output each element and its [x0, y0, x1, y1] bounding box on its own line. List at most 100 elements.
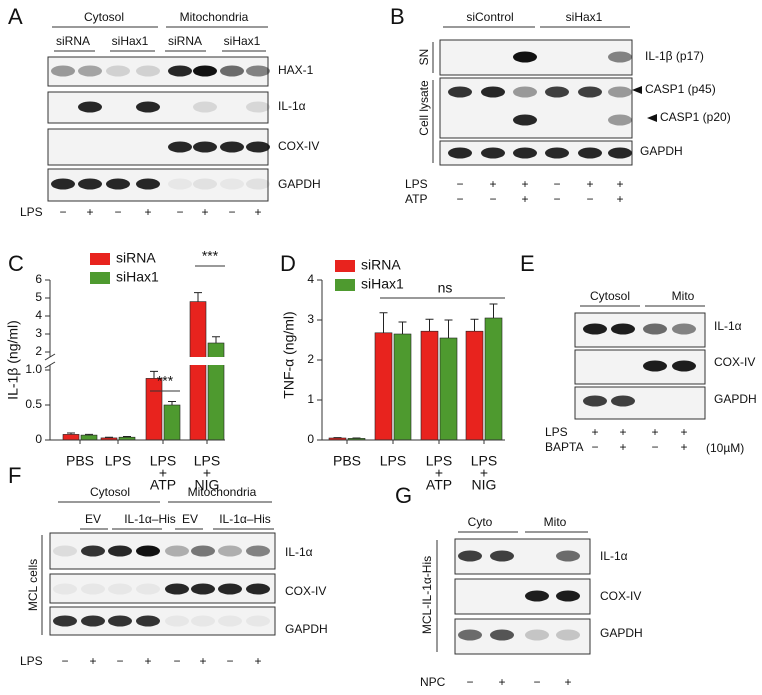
- treatment-sign: −: [466, 675, 473, 689]
- lane-group-label: siHax1: [224, 34, 261, 48]
- band: [578, 86, 602, 98]
- treatment-sign: +: [619, 440, 626, 454]
- band: [165, 583, 189, 595]
- legend-label: siHax1: [361, 276, 404, 292]
- treatment-sign: −: [114, 205, 121, 219]
- treatment-sign: +: [586, 177, 593, 191]
- treatment-sign: +: [254, 654, 261, 668]
- blot-label: COX-IV: [278, 139, 319, 153]
- band: [458, 629, 482, 641]
- band: [168, 178, 192, 190]
- band: [246, 101, 270, 113]
- treatment-sign: +: [201, 205, 208, 219]
- bar: [439, 337, 458, 441]
- treatment-sign: +: [199, 654, 206, 668]
- treatment-sign: −: [116, 654, 123, 668]
- treatment-label: LPS: [405, 177, 428, 191]
- band: [106, 178, 130, 190]
- blot-label: HAX-1: [278, 63, 314, 77]
- axis-break: [49, 357, 226, 365]
- y-tick-label: 0: [35, 432, 42, 446]
- group-label: Cyto: [468, 515, 493, 529]
- significance-label: ns: [438, 280, 453, 296]
- band: [556, 590, 580, 602]
- band: [525, 590, 549, 602]
- treatment-sign: +: [619, 425, 626, 439]
- band: [53, 583, 77, 595]
- band: [136, 65, 160, 77]
- note: (10µM): [706, 441, 744, 455]
- y-tick-label: 1: [307, 392, 314, 406]
- error-bar: [379, 312, 388, 333]
- lane-group-label: IL-1α–His: [219, 512, 271, 526]
- treatment-sign: −: [533, 675, 540, 689]
- band: [218, 583, 242, 595]
- band: [81, 545, 105, 557]
- x-tick-label: LPS: [194, 453, 220, 469]
- band: [136, 545, 160, 557]
- band: [525, 629, 549, 641]
- band: [490, 550, 514, 562]
- blot-label: COX-IV: [714, 355, 755, 369]
- treatment-label: BAPTA: [545, 440, 583, 454]
- treatment-sign: −: [489, 192, 496, 206]
- band: [608, 147, 632, 159]
- band: [136, 583, 160, 595]
- blot-label: CASP1 (p45): [645, 82, 716, 96]
- band: [78, 178, 102, 190]
- x-tick-label: NIG: [472, 477, 497, 493]
- treatment-sign: −: [591, 440, 598, 454]
- group-label: Mitochondria: [180, 10, 249, 24]
- band: [136, 101, 160, 113]
- panel-letter: D: [280, 251, 296, 276]
- treatment-sign: +: [616, 192, 623, 206]
- lane-group-label: siHax1: [112, 34, 149, 48]
- band: [608, 51, 632, 63]
- legend-swatch: [90, 253, 110, 265]
- band: [643, 360, 667, 372]
- band: [672, 323, 696, 335]
- group-label: siControl: [466, 10, 513, 24]
- y-tick-label: 4: [307, 272, 314, 286]
- band: [81, 615, 105, 627]
- y-tick-label: 4: [35, 308, 42, 322]
- band: [578, 147, 602, 159]
- x-tick-label: LPS: [471, 453, 497, 469]
- treatment-sign: −: [226, 654, 233, 668]
- bar: [393, 333, 412, 441]
- band: [458, 550, 482, 562]
- error-bar: [150, 370, 158, 379]
- error-bar: [105, 436, 113, 438]
- x-tick-label: PBS: [66, 453, 94, 469]
- band: [218, 545, 242, 557]
- treatment-sign: +: [616, 177, 623, 191]
- legend-label: siRNA: [116, 250, 156, 266]
- y-tick-label: 6: [35, 272, 42, 286]
- band: [191, 545, 215, 557]
- blot-label: IL-1β (p17): [645, 49, 704, 63]
- blot-label: COX-IV: [600, 589, 641, 603]
- treatment-sign: −: [59, 205, 66, 219]
- error-bar: [194, 292, 202, 302]
- band: [611, 323, 635, 335]
- band: [643, 323, 667, 335]
- panel-letter: A: [8, 4, 23, 29]
- band: [545, 86, 569, 98]
- band: [168, 65, 192, 77]
- treatment-sign: −: [456, 192, 463, 206]
- band: [556, 629, 580, 641]
- legend-swatch: [335, 279, 355, 291]
- x-tick-label: LPS: [105, 453, 131, 469]
- error-bar: [67, 432, 75, 435]
- treatment-sign: +: [89, 654, 96, 668]
- x-tick-label: +: [159, 465, 167, 481]
- band: [108, 545, 132, 557]
- treatment-sign: +: [564, 675, 571, 689]
- blot-label: COX-IV: [285, 584, 326, 598]
- treatment-sign: +: [144, 654, 151, 668]
- band: [193, 141, 217, 153]
- x-tick-label: LPS: [150, 453, 176, 469]
- error-bar: [85, 433, 93, 436]
- group-label: Cytosol: [590, 289, 630, 303]
